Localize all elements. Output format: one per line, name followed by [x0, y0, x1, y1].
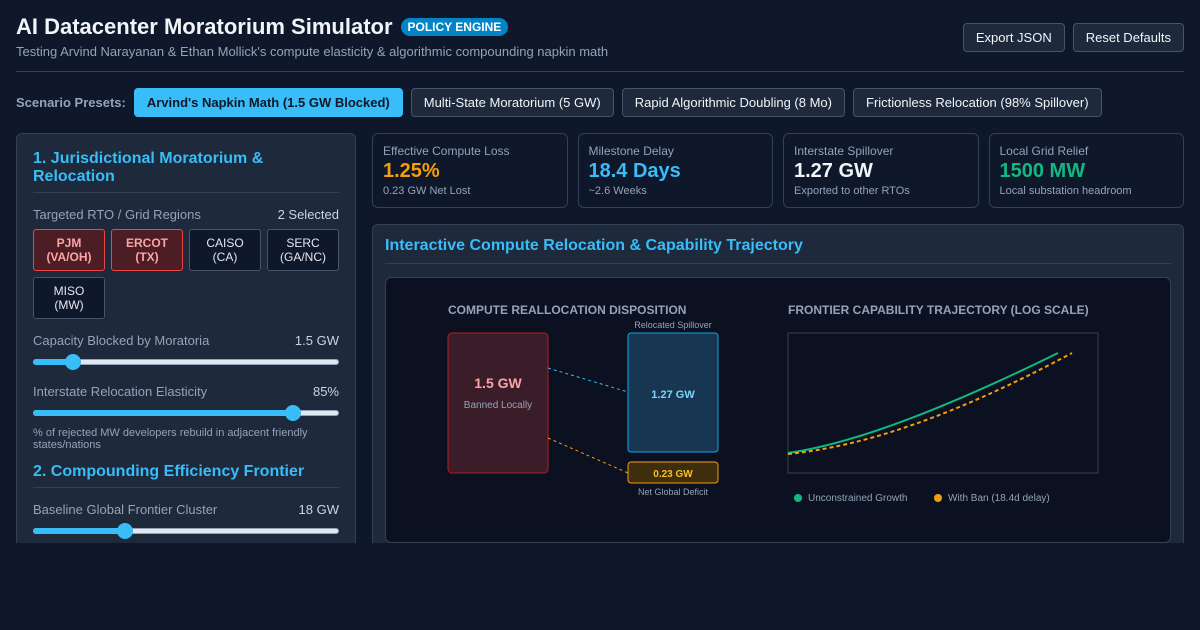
region-sub: (MW) [54, 298, 84, 312]
region-sub: (TX) [135, 250, 159, 264]
deficit-label: Net Global Deficit [638, 487, 709, 497]
region-grid: PJM (VA/OH) ERCOT (TX) CAISO (CA) SERC (… [33, 229, 339, 319]
region-caiso-button[interactable]: CAISO (CA) [189, 229, 261, 271]
elasticity-value: 85% [312, 384, 339, 399]
region-sub: (CA) [212, 250, 238, 264]
baseline-slider[interactable] [33, 523, 339, 539]
regions-label: Targeted RTO / Grid Regions [33, 207, 201, 222]
section-2-title: 2. Compounding Efficiency Frontier [33, 463, 339, 488]
legend-with-ban-label: With Ban (18.4d delay) [948, 493, 1050, 504]
kpi-interstate-spillover: Interstate Spillover 1.27 GW Exported to… [783, 133, 979, 208]
slider-thumb[interactable] [116, 523, 133, 539]
region-name: ERCOT [126, 236, 168, 250]
region-name: CAISO [206, 236, 244, 250]
elasticity-note: % of rejected MW developers rebuild in a… [33, 427, 308, 451]
deficit-connector [547, 437, 629, 474]
visualization-panel: Interactive Compute Relocation & Capabil… [372, 224, 1184, 554]
banned-label: Banned Locally [464, 400, 532, 411]
capacity-slider[interactable] [33, 354, 339, 370]
region-sub: (GA/NC) [280, 250, 326, 264]
disposition-heading: COMPUTE REALLOCATION DISPOSITION [448, 303, 686, 317]
slider-fill [33, 359, 73, 365]
capacity-label: Capacity Blocked by Moratoria [33, 333, 210, 348]
slider-fill [33, 410, 294, 416]
region-name: MISO [53, 284, 85, 298]
preset-napkin-math-button[interactable]: Arvind's Napkin Math (1.5 GW Blocked) [133, 88, 403, 117]
preset-rapid-doubling-button[interactable]: Rapid Algorithmic Doubling (8 Mo) [621, 88, 845, 117]
baseline-header: Baseline Global Frontier Cluster 18 GW [33, 502, 339, 517]
preset-frictionless-button[interactable]: Frictionless Relocation (98% Spillover) [853, 88, 1102, 117]
region-pjm-button[interactable]: PJM (VA/OH) [33, 229, 105, 271]
spillover-connector [547, 367, 629, 393]
banned-value: 1.5 GW [474, 375, 522, 391]
legend-unconstrained-label: Unconstrained Growth [808, 493, 908, 504]
kpi-value: 18.4 Days [588, 160, 681, 182]
kpi-value: 1500 MW [999, 160, 1086, 182]
kpi-label: Milestone Delay [588, 144, 674, 158]
kpi-grid-relief: Local Grid Relief 1500 MW Local substati… [988, 133, 1184, 208]
region-serc-button[interactable]: SERC (GA/NC) [267, 229, 339, 271]
region-name: PJM [56, 236, 82, 250]
visualization-svg: COMPUTE REALLOCATION DISPOSITION 1.5 GW … [447, 303, 1099, 504]
kpi-label: Interstate Spillover [794, 144, 894, 158]
preset-multi-state-button[interactable]: Multi-State Moratorium (5 GW) [410, 88, 614, 117]
region-name: SERC [286, 236, 320, 250]
kpi-value: 1.25% [383, 160, 440, 182]
trajectory-plot-area [787, 332, 1099, 474]
page-subtitle: Testing Arvind Narayanan & Ethan Mollick… [16, 44, 609, 59]
section-1-title: 1. Jurisdictional Moratorium & Relocatio… [33, 150, 339, 193]
region-miso-button[interactable]: MISO (MW) [33, 277, 105, 319]
elasticity-slider[interactable] [33, 405, 339, 421]
capacity-value: 1.5 GW [294, 333, 339, 348]
page-footer-background [0, 543, 1200, 630]
baseline-value: 18 GW [298, 502, 339, 517]
reset-defaults-button[interactable]: Reset Defaults [1072, 23, 1184, 52]
banned-box [447, 332, 549, 474]
elasticity-label: Interstate Relocation Elasticity [33, 384, 208, 399]
legend-with-ban-icon [934, 494, 942, 502]
elasticity-header: Interstate Relocation Elasticity 85% [33, 384, 339, 399]
baseline-label: Baseline Global Frontier Cluster [33, 502, 218, 517]
visualization-canvas: COMPUTE REALLOCATION DISPOSITION 1.5 GW … [385, 277, 1171, 543]
unconstrained-growth-line [787, 352, 1059, 454]
deficit-box [627, 461, 719, 484]
export-json-button[interactable]: Export JSON [962, 23, 1065, 52]
kpi-value: 1.27 GW [794, 160, 873, 182]
kpi-label: Effective Compute Loss [383, 144, 510, 158]
with-ban-line [787, 352, 1073, 455]
regions-header: Targeted RTO / Grid Regions 2 Selected [33, 207, 339, 222]
kpi-sub: Local substation headroom [999, 185, 1132, 197]
kpi-label: Local Grid Relief [999, 144, 1089, 158]
controls-panel: 1. Jurisdictional Moratorium & Relocatio… [16, 133, 356, 553]
kpi-sub: ~2.6 Weeks [588, 185, 647, 197]
kpi-milestone-delay: Milestone Delay 18.4 Days ~2.6 Weeks [577, 133, 773, 208]
region-sub: (VA/OH) [46, 250, 92, 264]
visualization-title: Interactive Compute Relocation & Capabil… [385, 237, 1171, 264]
capacity-header: Capacity Blocked by Moratoria 1.5 GW [33, 333, 339, 348]
kpi-sub: 0.23 GW Net Lost [383, 185, 471, 197]
header: AI Datacenter Moratorium Simulator POLIC… [16, 14, 1184, 72]
legend-unconstrained-icon [794, 494, 802, 502]
regions-count: 2 Selected [277, 207, 339, 222]
kpi-compute-loss: Effective Compute Loss 1.25% 0.23 GW Net… [372, 133, 568, 208]
slider-thumb[interactable] [64, 354, 81, 370]
kpi-sub: Exported to other RTOs [794, 185, 910, 197]
spillover-top-label: Relocated Spillover [634, 320, 712, 330]
presets-label: Scenario Presets: [16, 95, 126, 110]
deficit-value: 0.23 GW [653, 469, 693, 480]
slider-thumb[interactable] [285, 405, 302, 421]
trajectory-heading: FRONTIER CAPABILITY TRAJECTORY (LOG SCAL… [788, 303, 1089, 317]
spillover-value: 1.27 GW [651, 389, 695, 401]
page-title: AI Datacenter Moratorium Simulator [16, 14, 393, 39]
kpi-row: Effective Compute Loss 1.25% 0.23 GW Net… [372, 133, 1184, 208]
slider-fill [33, 528, 125, 534]
scenario-presets: Scenario Presets: Arvind's Napkin Math (… [16, 88, 1102, 117]
policy-engine-badge: POLICY ENGINE [400, 18, 509, 36]
spillover-box [627, 332, 719, 453]
region-ercot-button[interactable]: ERCOT (TX) [111, 229, 183, 271]
